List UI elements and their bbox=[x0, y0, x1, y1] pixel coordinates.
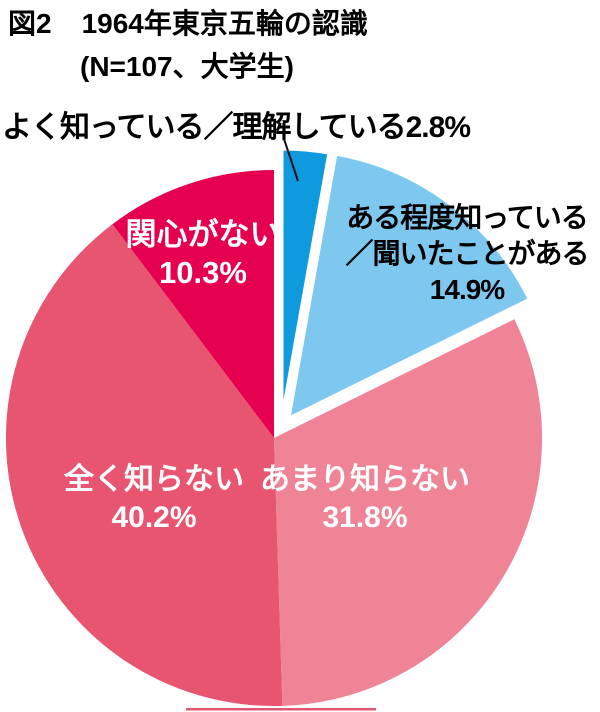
slice-label-line: ／聞いたことがある bbox=[345, 238, 589, 269]
slice-label-somewhat-know: ある程度知っている ／聞いたことがある 14.9% bbox=[335, 200, 599, 308]
slice-label-line: 関心がない bbox=[125, 217, 281, 252]
bottom-strip bbox=[186, 708, 376, 711]
callout-label-know-well: よく知っている／理解している2.8% bbox=[2, 102, 471, 146]
figure-subtitle: (N=107、大学生) bbox=[80, 51, 294, 82]
pie-slice-not-know-at-all bbox=[5, 224, 283, 707]
figure-title-text: 1964年東京五輪の認識 bbox=[81, 8, 368, 39]
callout-label-pct: 2.8% bbox=[405, 111, 471, 144]
callout-label-text: よく知っている／理解している bbox=[2, 111, 407, 144]
slice-label-line: あまり知らない bbox=[260, 463, 470, 496]
figure-title: 図2 1964年東京五輪の認識 bbox=[8, 8, 368, 40]
pie-slice-somewhat-know bbox=[287, 152, 531, 420]
pie-slice-no-interest bbox=[112, 170, 275, 438]
slice-label-pct: 10.3% bbox=[159, 255, 247, 290]
slice-label-line: ある程度知っている bbox=[346, 202, 589, 233]
figure-number: 図2 bbox=[8, 8, 52, 39]
slice-label-no-interest: 関心がない 10.3% bbox=[108, 216, 298, 292]
slice-label-line: 全く知らない bbox=[64, 463, 244, 496]
callout-leader-line bbox=[283, 138, 299, 182]
slice-label-pct: 31.8% bbox=[322, 501, 408, 534]
pie-slice-barely-know bbox=[274, 319, 543, 706]
slice-label-pct: 14.9% bbox=[429, 274, 505, 305]
pie-slice-know-well bbox=[280, 147, 331, 419]
slice-label-not-know-at-all: 全く知らない 40.2% bbox=[34, 461, 274, 537]
slice-label-barely-know: あまり知らない 31.8% bbox=[245, 461, 485, 537]
slice-label-pct: 40.2% bbox=[111, 501, 197, 534]
